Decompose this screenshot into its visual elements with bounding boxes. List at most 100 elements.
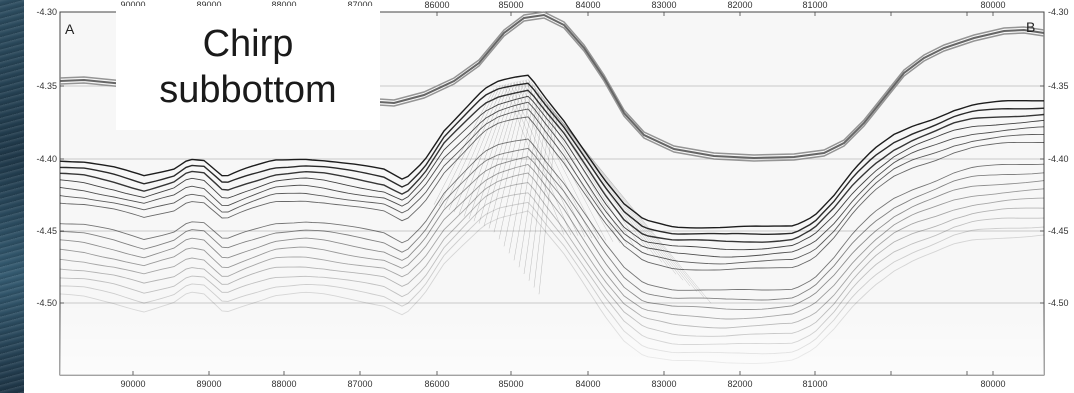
right-y-tick-label: -4.50: [1048, 298, 1069, 308]
bottom-x-tick-label: 90000: [120, 379, 145, 389]
top-x-tick-label: 86000: [424, 0, 449, 10]
reflector-line: [59, 95, 1045, 251]
diffraction-streak: [473, 81, 519, 222]
reflector-line: [59, 108, 1044, 265]
diffraction-streak: [503, 84, 565, 235]
top-x-tick-label: 81000: [802, 0, 827, 10]
reflector-line: [59, 82, 1045, 235]
top-x-tick-label: 90000: [120, 0, 145, 10]
right-y-tick-label: -4.40: [1048, 154, 1069, 164]
reflector-line: [59, 156, 1045, 310]
top-x-tick-label: 82000: [727, 0, 752, 10]
diffraction-streak: [515, 81, 593, 239]
diffraction-streak: [498, 84, 534, 240]
reflector-line: [59, 182, 1045, 337]
profile-start-label: A: [65, 21, 75, 37]
top-x-tick-label: 87000: [347, 0, 372, 10]
reflector-line: [59, 192, 1045, 345]
diffraction-streak: [483, 79, 525, 227]
diffraction-streak: [506, 83, 572, 236]
bottom-x-tick-label: 87000: [347, 379, 372, 389]
diffraction-streak: [433, 88, 495, 205]
diffraction-streak: [453, 84, 507, 213]
diffraction-streak: [539, 93, 649, 251]
reflector-line: [59, 101, 1045, 258]
diffraction-streak: [560, 120, 698, 292]
bottom-x-tick-label: 88000: [271, 379, 296, 389]
bottom-x-tick-label: 84000: [575, 379, 600, 389]
left-y-tick-label: -4.45: [36, 226, 57, 236]
reflector-line: [59, 138, 1045, 291]
top-x-tick-label: 84000: [575, 0, 600, 10]
diffraction-streak: [542, 97, 656, 257]
diffraction-streak: [554, 112, 684, 281]
diffraction-streak: [551, 108, 677, 275]
diffraction-streak: [458, 83, 510, 215]
left-y-tick-label: -4.30: [36, 7, 57, 17]
left-y-axis: -4.30 -4.35 -4.40 -4.45 -4.50: [36, 7, 57, 308]
right-y-tick-label: -4.35: [1048, 81, 1069, 91]
bottom-x-tick-label: 89000: [196, 379, 221, 389]
attenuation-fade: [60, 300, 1044, 375]
diffraction-streak: [530, 81, 628, 245]
reflector-line: [59, 74, 1044, 229]
bottom-x-tick-label: 80000: [980, 379, 1005, 389]
subbottom-reflectors: [59, 74, 1045, 364]
caption-line-1: Chirp: [202, 23, 294, 66]
diffraction-streak: [509, 82, 579, 236]
top-x-axis: 90000 89000 88000 87000 86000 85000 8400…: [120, 0, 1005, 10]
bottom-x-tick-label: 85000: [498, 379, 523, 389]
diffraction-streak: [468, 81, 516, 219]
bottom-x-tick-label: 83000: [651, 379, 676, 389]
left-y-tick-label: -4.40: [36, 154, 57, 164]
reflector-line: [59, 89, 1045, 243]
diffraction-streak: [533, 85, 635, 247]
diffraction-streak: [566, 128, 712, 304]
reflector-line: [59, 116, 1044, 271]
diffraction-streak: [521, 80, 607, 241]
diffraction-streak: [538, 115, 558, 295]
right-y-tick-label: -4.30: [1048, 7, 1069, 17]
bottom-x-axis: 90000 89000 88000 87000 86000 85000 8400…: [120, 379, 1005, 389]
left-y-tick-label: -4.35: [36, 81, 57, 91]
diffraction-streak: [533, 111, 555, 288]
right-y-axis: -4.30 -4.35 -4.40 -4.45 -4.50: [1048, 7, 1069, 308]
top-x-tick-label: 83000: [651, 0, 676, 10]
caption-line-2: subbottom: [159, 69, 337, 111]
diffraction-streak: [523, 103, 549, 275]
diffraction-streak: [438, 86, 498, 207]
diffraction-streak: [527, 79, 621, 244]
diffraction-streak: [493, 80, 531, 233]
diffraction-streak: [528, 107, 552, 281]
right-y-tick-label: -4.45: [1048, 226, 1069, 236]
left-y-tick-label: -4.50: [36, 298, 57, 308]
diffraction-streak: [443, 85, 501, 208]
diffraction-streak: [448, 84, 504, 211]
diffraction-streak: [536, 89, 642, 248]
diffraction-streak: [548, 105, 670, 269]
diffraction-streak: [518, 100, 546, 268]
top-x-tick-label: 88000: [271, 0, 296, 10]
diffraction-streak: [545, 101, 663, 263]
bottom-x-tick-label: 86000: [424, 379, 449, 389]
diffraction-streak: [512, 82, 586, 238]
diffraction-streak: [508, 92, 540, 254]
top-x-tick-label: 85000: [498, 0, 523, 10]
bottom-x-tick-label: 82000: [727, 379, 752, 389]
profile-end-label: B: [1026, 19, 1035, 35]
diffraction-streak: [463, 82, 513, 217]
reflector-line: [59, 172, 1045, 329]
top-x-tick-label: 80000: [980, 0, 1005, 10]
diffraction-streak: [488, 79, 528, 229]
bottom-x-tick-label: 81000: [802, 379, 827, 389]
diffraction-streak: [478, 80, 522, 224]
diffraction-streak: [557, 116, 691, 287]
diffraction-streak: [503, 88, 537, 247]
diffraction-streak: [518, 80, 600, 240]
reflector-line: [59, 147, 1045, 301]
caption-box: Chirp subbottom: [116, 6, 380, 130]
diffraction-streak: [563, 123, 705, 298]
diffraction-streak: [513, 96, 543, 261]
diffraction-streak: [524, 79, 614, 242]
seismic-profile-panel: 90000 89000 88000 87000 86000 85000 8400…: [24, 0, 1074, 393]
